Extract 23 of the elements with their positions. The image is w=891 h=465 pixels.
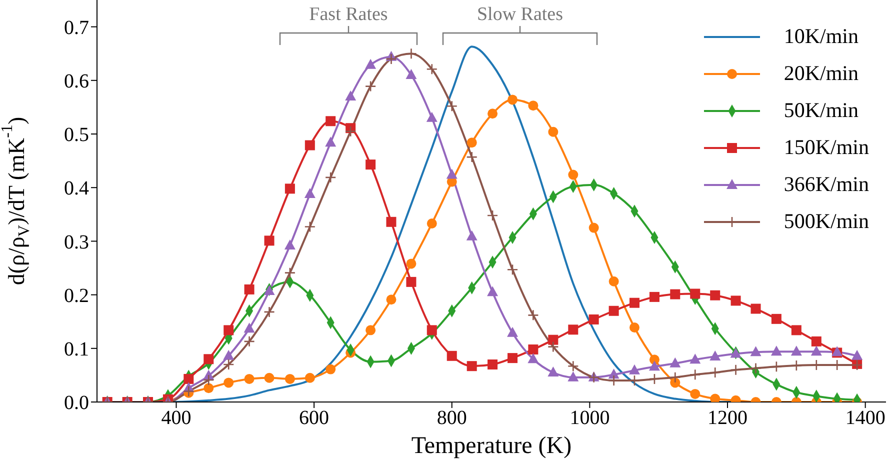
legend-label: 10K/min xyxy=(784,24,858,49)
y-tick-label: 0.5 xyxy=(64,124,89,146)
y-tick-label: 0.2 xyxy=(64,284,89,307)
legend-label: 366K/min xyxy=(784,172,869,197)
x-tick-label: 600 xyxy=(299,407,330,430)
y-tick-label: 0.1 xyxy=(64,338,89,360)
x-tick-label: 1200 xyxy=(708,407,748,430)
legend-label: 500K/min xyxy=(784,209,869,234)
y-tick-label: 0.6 xyxy=(64,70,89,92)
legend-label: 50K/min xyxy=(784,98,858,123)
x-tick-label: 800 xyxy=(436,407,467,430)
y-tick-label: 0.0 xyxy=(64,392,89,414)
annotation: Slow Rates xyxy=(476,4,564,25)
annotation: Fast Rates xyxy=(309,4,388,25)
y-tick-label: 0.7 xyxy=(64,16,89,39)
x-axis-title: Temperature (K) xyxy=(411,433,572,459)
legend-label: 20K/min xyxy=(784,61,858,86)
y-tick-label: 0.3 xyxy=(64,231,89,254)
y-tick-label: 0.4 xyxy=(64,178,89,200)
x-tick-label: 400 xyxy=(161,407,192,430)
x-tick-label: 1400 xyxy=(845,407,886,430)
x-tick-label: 1000 xyxy=(570,407,610,430)
legend-label: 150K/min xyxy=(784,135,869,160)
